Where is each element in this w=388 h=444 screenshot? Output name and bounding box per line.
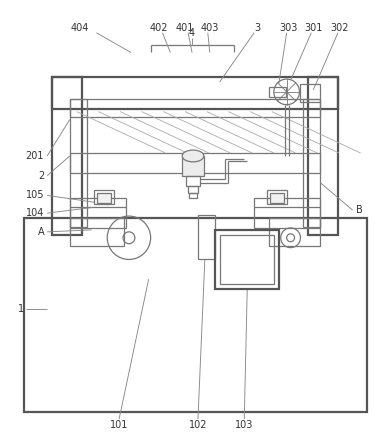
Bar (254, 198, 320, 228)
Bar (303, 99, 320, 227)
Text: 302: 302 (331, 23, 349, 33)
Text: 301: 301 (304, 23, 322, 33)
Bar (182, 156, 204, 176)
Bar (70, 218, 124, 246)
Text: 201: 201 (26, 151, 44, 161)
Text: 303: 303 (279, 23, 298, 33)
Bar (189, 194, 197, 198)
Text: 2: 2 (38, 170, 44, 181)
Text: 1: 1 (18, 304, 24, 314)
Bar (269, 87, 286, 97)
Bar (70, 153, 320, 173)
Bar (70, 99, 320, 116)
Text: 102: 102 (189, 420, 207, 430)
Bar (220, 235, 274, 284)
Text: 402: 402 (149, 23, 168, 33)
Text: B: B (356, 205, 362, 215)
Bar (269, 218, 320, 246)
Bar (270, 194, 284, 203)
Bar (188, 186, 198, 194)
Text: 3: 3 (254, 23, 260, 33)
Text: 403: 403 (201, 23, 219, 33)
Bar (24, 218, 367, 412)
Text: A: A (38, 227, 44, 237)
Bar (52, 77, 81, 235)
Bar (308, 77, 338, 235)
Text: 401: 401 (176, 23, 194, 33)
Bar (70, 99, 87, 227)
Text: 4: 4 (189, 28, 195, 38)
Bar (198, 215, 215, 259)
Bar (52, 77, 338, 109)
Bar (300, 84, 320, 102)
Text: 101: 101 (110, 420, 128, 430)
Ellipse shape (182, 150, 204, 162)
Text: 105: 105 (26, 190, 44, 200)
Text: 404: 404 (71, 23, 89, 33)
Bar (94, 190, 114, 204)
Text: 104: 104 (26, 208, 44, 218)
Bar (215, 230, 279, 289)
Bar (267, 190, 287, 204)
Bar (97, 194, 111, 203)
Bar (186, 176, 200, 186)
Bar (70, 198, 126, 228)
Text: 103: 103 (235, 420, 253, 430)
